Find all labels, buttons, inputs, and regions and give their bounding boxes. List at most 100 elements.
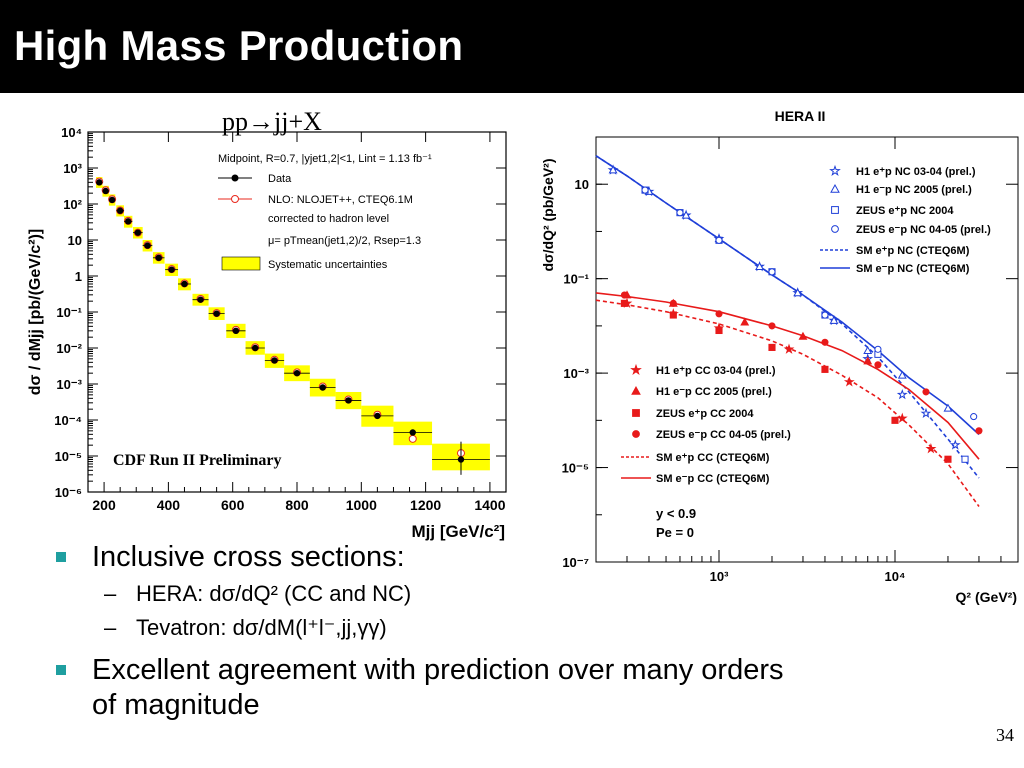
hera-marker <box>715 310 723 318</box>
bullet-marker <box>56 665 66 675</box>
hera-y-axis-label: dσ/dQ² (pb/GeV²) <box>540 158 556 271</box>
plot-frame <box>87 131 507 493</box>
data-point <box>271 357 278 364</box>
cdf-dijet-chart: 200 400 600 800 1000 1200 1400 10⁴ 10³ 10² 10 1 10⁻¹… <box>27 125 507 541</box>
hera-marker <box>949 439 961 450</box>
data-point <box>374 412 381 420</box>
y-tick-label: 10⁻⁴ <box>54 413 82 428</box>
legend-scale-label: μ= pTmean(jet1,2)/2, Rsep=1.3 <box>268 235 421 247</box>
hera-marker <box>897 370 907 379</box>
bullet-2-line-1: Excellent agreement with prediction over… <box>92 654 784 686</box>
data-point <box>181 280 188 288</box>
cc-legend-1: H1 e⁺p CC 03-04 (prel.) <box>656 365 776 377</box>
process-label: pp→jj+X <box>222 107 322 136</box>
hera-marker <box>715 326 723 335</box>
hera-marker <box>961 455 969 463</box>
hera-marker <box>863 356 873 365</box>
hera-marker <box>608 165 618 174</box>
data-point <box>96 179 103 186</box>
hera-marker <box>768 322 776 330</box>
hera-x-tick-label: 10⁴ <box>885 569 906 584</box>
legend-syst-label: Systematic uncertainties <box>268 259 388 271</box>
hera-y-tick-label: 10⁻⁵ <box>562 461 589 476</box>
hera-plot-frame <box>595 136 1019 563</box>
hera-marker <box>896 412 908 423</box>
bullet-marker <box>56 552 66 562</box>
hera-curve <box>595 155 980 479</box>
hera-y-tick-label: 10⁻¹ <box>563 272 589 287</box>
cdf-x-axis-label: Mjj [GeV/c²] <box>411 522 505 541</box>
cc-legend-4: ZEUS e⁻p CC 04-05 (prel.) <box>656 429 791 441</box>
hera-marker <box>620 299 628 307</box>
y-tick-label: 10² <box>63 197 82 212</box>
bullet-1-text: Inclusive cross sections: <box>92 541 405 573</box>
dash-marker: – <box>104 581 117 606</box>
hera-marker <box>829 164 841 176</box>
data-point <box>293 369 301 377</box>
x-tick-label: 1400 <box>474 497 505 513</box>
hera-marker <box>821 365 829 373</box>
hera-marker <box>632 430 640 438</box>
hera-x-axis-label: Q² (GeV²) <box>956 589 1017 605</box>
nc-legend-3: ZEUS e⁺p NC 2004 <box>856 205 954 217</box>
y-tick-label: 10⁻⁶ <box>55 485 82 500</box>
bullet-2: Excellent agreement with prediction over… <box>56 653 956 723</box>
y-tick-label: 10⁻⁵ <box>55 449 82 464</box>
hera-marker <box>755 261 765 270</box>
data-point <box>102 187 109 195</box>
data-point <box>108 196 116 204</box>
legend-hadron-label: corrected to hadron level <box>268 213 389 225</box>
page-number: 34 <box>996 725 1014 745</box>
y-tick-label: 10 <box>68 233 82 248</box>
hera-cut-y: y < 0.9 <box>656 506 696 521</box>
x-tick-label: 1200 <box>410 497 441 513</box>
hera-title: HERA II <box>775 108 826 124</box>
bullet-2-line-2: of magnitude <box>92 689 260 721</box>
hera-curve <box>595 299 980 507</box>
y-tick-label: 10⁻³ <box>56 377 82 392</box>
hera-marker <box>943 403 953 412</box>
legend-syst-swatch <box>221 256 261 271</box>
hera-marker <box>829 315 839 324</box>
data-point <box>116 207 124 214</box>
bullet-1-sub-1-text: HERA: dσ/dQ² (CC and NC) <box>136 581 412 606</box>
hera-cc-legend: H1 e⁺p CC 03-04 (prel.) H1 e⁻p CC 2005 (… <box>621 363 791 485</box>
x-tick-label: 400 <box>157 497 181 513</box>
hera-marker <box>925 442 937 454</box>
hera-marker <box>944 455 952 463</box>
hera-marker <box>843 376 855 387</box>
hera-marker <box>631 385 641 395</box>
hera-marker <box>715 236 723 244</box>
hera-marker <box>970 413 978 421</box>
hera-marker <box>632 409 640 417</box>
legend-nlo-label: NLO: NLOJET++, CTEQ6.1M <box>268 194 413 206</box>
cdf-y-axis-label: dσ / dMjj [pb/(GeV/c²)] <box>27 229 44 395</box>
hera-marker <box>874 345 882 353</box>
hera-marker <box>891 416 899 424</box>
hera-marker <box>896 388 908 400</box>
hera-marker <box>831 225 839 233</box>
hera-y-tick-label: 10⁻³ <box>563 366 589 381</box>
cc-legend-5: SM e⁺p CC (CTEQ6M) <box>656 452 770 464</box>
data-point <box>345 397 352 404</box>
cc-legend-6: SM e⁻p CC (CTEQ6M) <box>656 473 770 485</box>
legend-nlo-marker <box>231 195 239 203</box>
hera-y-tick-label: 10⁻⁷ <box>562 555 589 570</box>
hera-marker <box>821 311 829 319</box>
slide-title: High Mass Production <box>14 22 464 69</box>
hera-marker <box>630 363 642 375</box>
hera-curve <box>595 155 980 436</box>
hera-marker <box>681 210 691 219</box>
data-point <box>319 384 326 391</box>
hera-marker <box>798 331 808 340</box>
hera-marker <box>920 407 932 419</box>
x-tick-label: 200 <box>92 497 116 513</box>
data-point <box>134 229 142 236</box>
hera-marker <box>975 427 983 435</box>
data-point <box>213 310 220 317</box>
y-tick-label: 10³ <box>63 161 82 176</box>
hera-marker <box>874 361 882 369</box>
hera-marker <box>783 343 795 354</box>
x-tick-label: 800 <box>285 497 309 513</box>
x-tick-label: 600 <box>221 497 245 513</box>
